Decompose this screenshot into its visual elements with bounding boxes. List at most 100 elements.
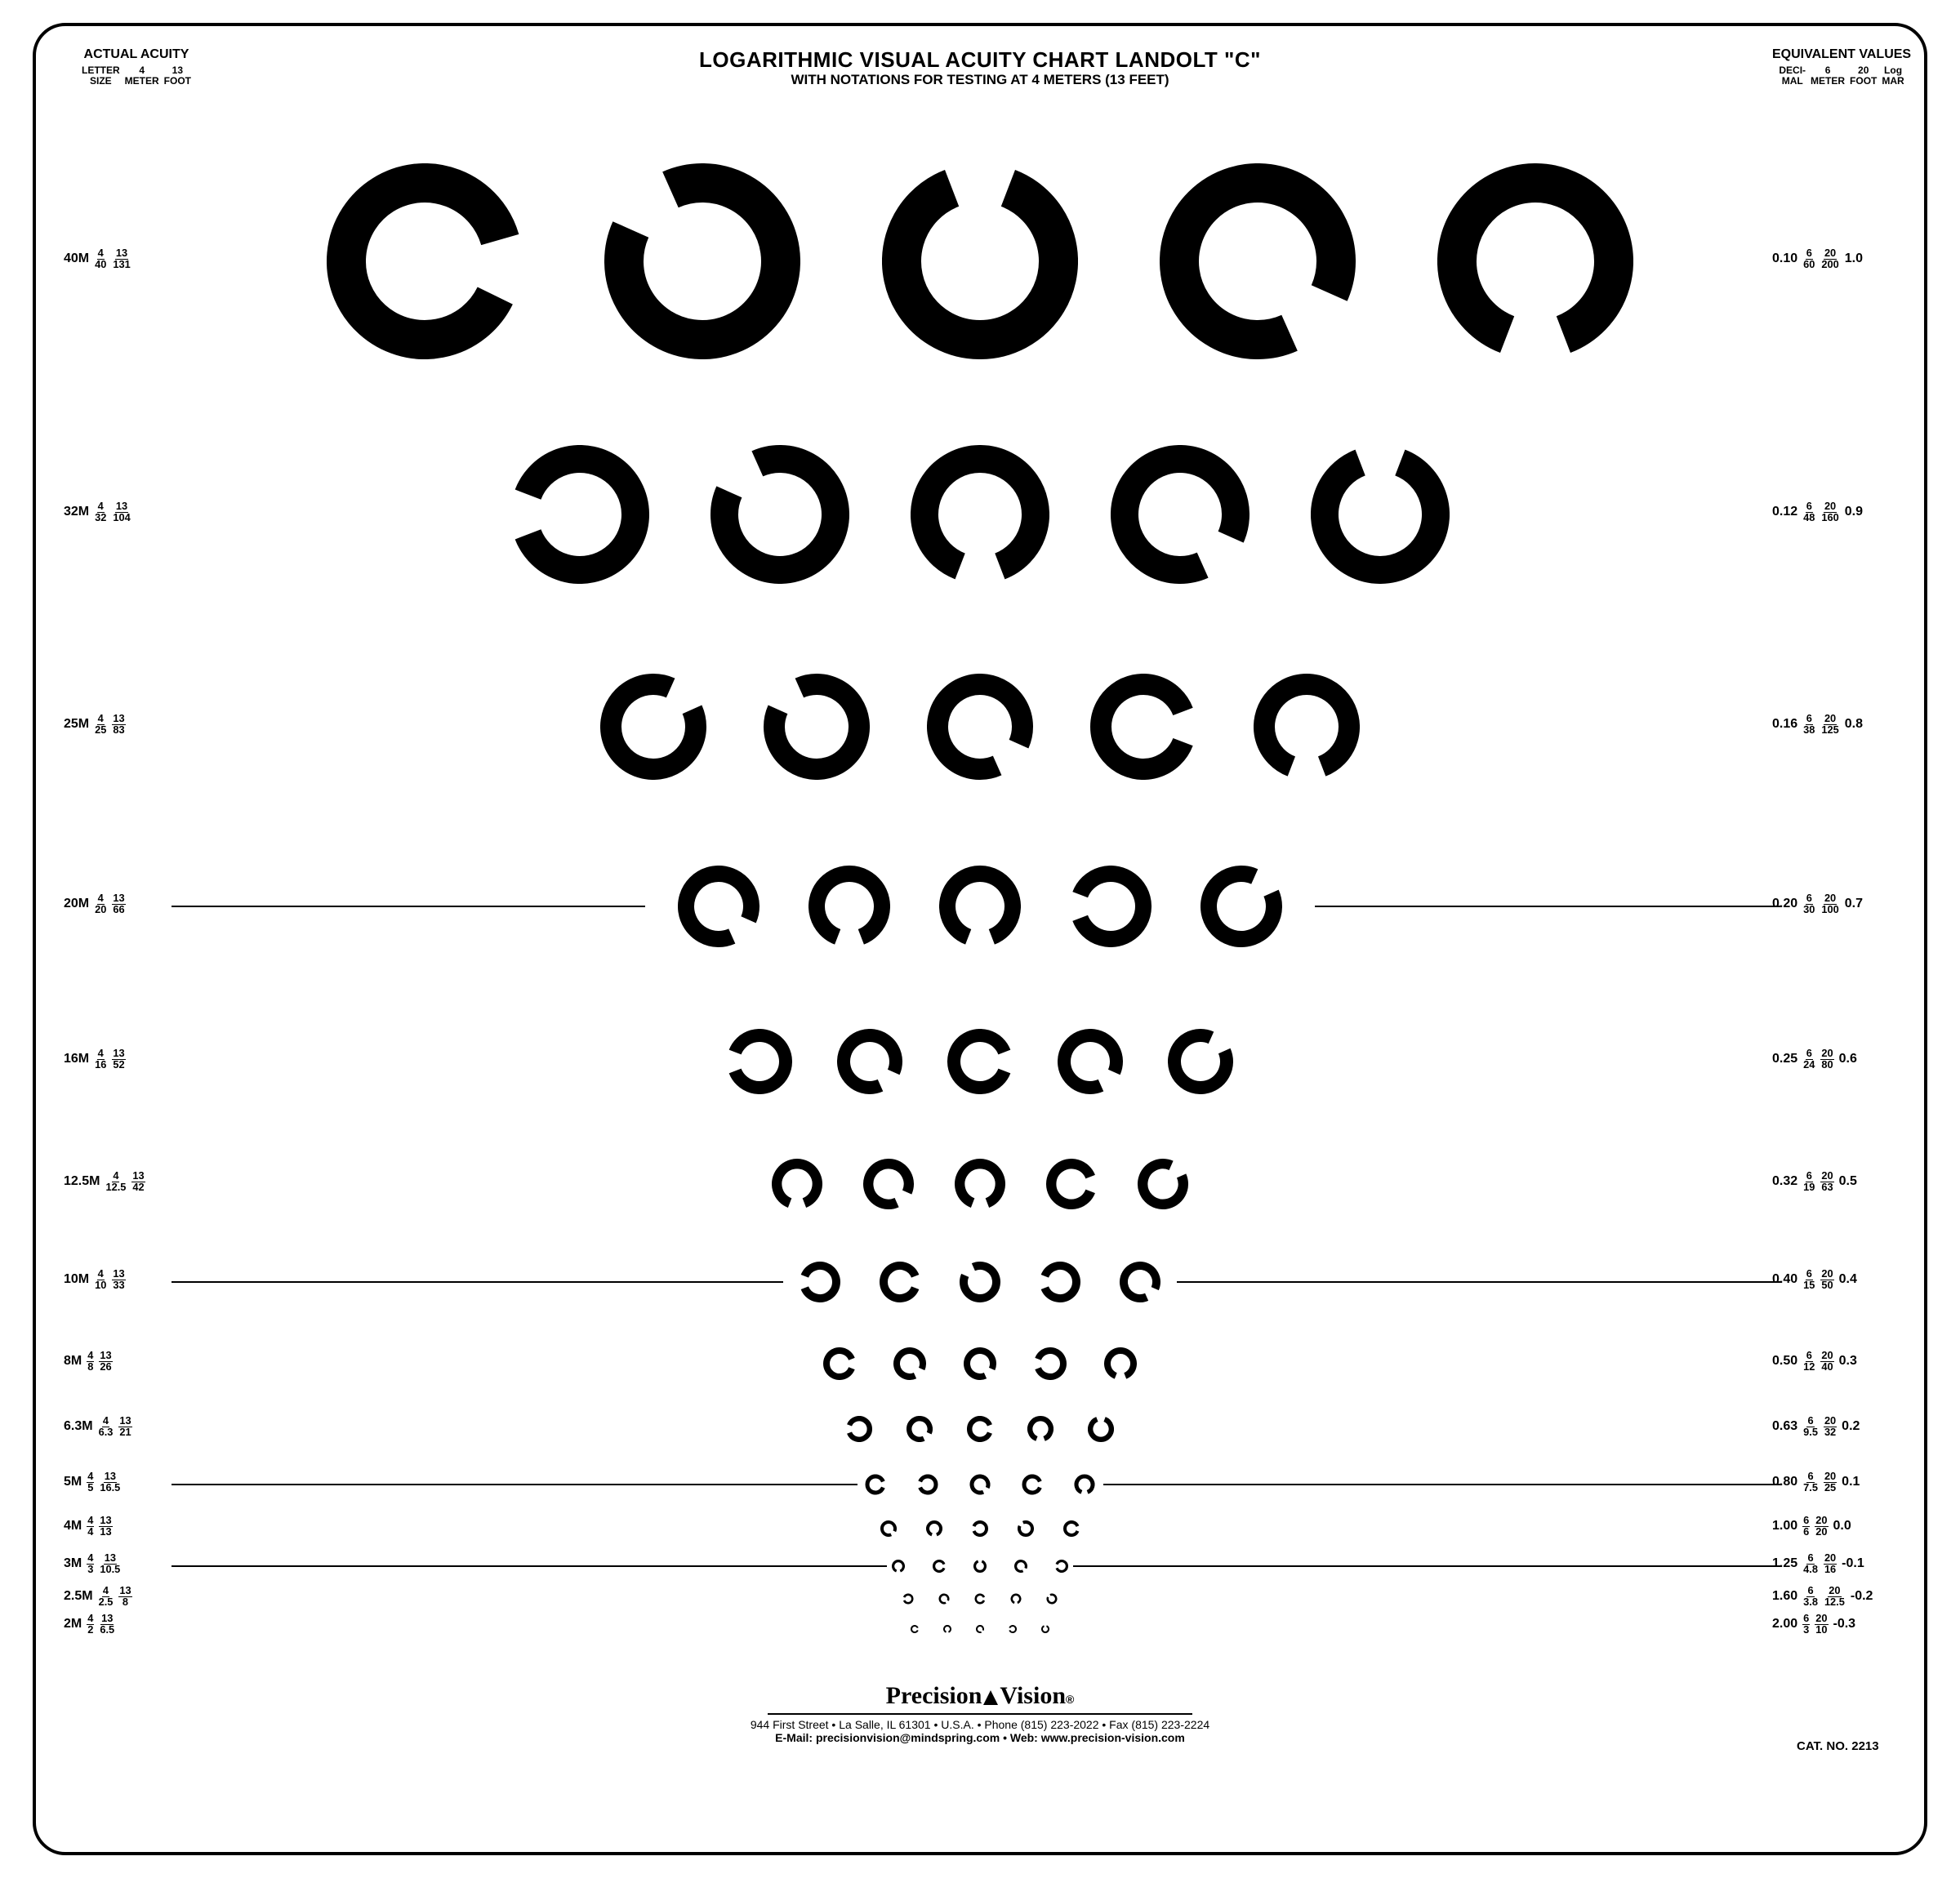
landolt-c — [1254, 674, 1360, 780]
landolt-c — [943, 1623, 951, 1631]
landolt-c — [973, 1560, 987, 1573]
row-right-annotation: 0.2562420800.6 — [1772, 1048, 1857, 1071]
landolt-c — [1120, 1262, 1160, 1302]
landolt-c — [1009, 1623, 1017, 1631]
landolt-c — [967, 1416, 993, 1442]
landolt-c — [1070, 866, 1152, 947]
row-left-annotation: 8M481326 — [64, 1351, 113, 1373]
landolt-c — [1311, 445, 1450, 584]
landolt-c — [1437, 163, 1633, 359]
landolt-c — [880, 1520, 897, 1537]
row-left-annotation: 25M4251383 — [64, 714, 126, 736]
row-left-annotation: 10M4101333 — [64, 1269, 126, 1291]
header-equivalent-values: EQUIVALENT VALUESDECI-MAL6METER20FOOTLog… — [1772, 47, 1911, 87]
row-left-annotation: 5M451316.5 — [64, 1471, 121, 1493]
landolt-c — [1058, 1029, 1123, 1094]
landolt-c — [327, 163, 523, 359]
landolt-c — [939, 866, 1021, 947]
catalog-number: CAT. NO. 2213 — [1797, 1739, 1879, 1753]
row-left-annotation: 2.5M42.5138 — [64, 1586, 132, 1608]
landolt-c — [1018, 1520, 1034, 1537]
row-right-annotation: 1.2564.82016-0.1 — [1772, 1553, 1864, 1575]
landolt-c — [972, 1520, 988, 1537]
landolt-c — [911, 1623, 919, 1631]
landolt-c — [846, 1416, 872, 1442]
landolt-c — [906, 1416, 933, 1442]
landolt-c — [893, 1347, 926, 1380]
landolt-c — [926, 1520, 942, 1537]
landolt-c — [903, 1594, 914, 1605]
landolt-c — [710, 445, 849, 584]
header-actual-acuity: ACTUAL ACUITYLETTERSIZE4METER13FOOT — [82, 47, 191, 87]
row-right-annotation: 0.5061220400.3 — [1772, 1351, 1857, 1373]
landolt-c — [1160, 163, 1356, 359]
landolt-c — [604, 163, 800, 359]
row-left-annotation: 2M42136.5 — [64, 1614, 115, 1636]
row-right-annotation: 0.8067.520250.1 — [1772, 1471, 1860, 1493]
row-left-annotation: 20M4201366 — [64, 893, 126, 915]
brand-footer: PrecisionVision®944 First Street • La Sa… — [0, 1682, 1960, 1744]
landolt-c — [882, 163, 1078, 359]
landolt-c — [975, 1594, 986, 1605]
row-right-annotation: 0.6369.520320.2 — [1772, 1416, 1860, 1438]
landolt-c — [1075, 1475, 1095, 1495]
landolt-c — [808, 866, 890, 947]
row-right-annotation: 0.20630201000.7 — [1772, 893, 1863, 915]
landolt-c — [947, 1029, 1013, 1094]
landolt-c — [863, 1159, 914, 1209]
row-right-annotation: 0.4061520500.4 — [1772, 1269, 1857, 1291]
landolt-c — [800, 1262, 840, 1302]
landolt-c — [823, 1347, 856, 1380]
landolt-c — [892, 1560, 905, 1573]
row-right-annotation: 2.00632010-0.3 — [1772, 1614, 1855, 1636]
landolt-c — [1011, 1594, 1022, 1605]
row-left-annotation: 4M441313 — [64, 1516, 113, 1538]
landolt-c — [1055, 1560, 1068, 1573]
landolt-c — [764, 674, 870, 780]
landolt-c — [955, 1159, 1005, 1209]
landolt-c — [1168, 1029, 1233, 1094]
landolt-c — [939, 1594, 950, 1605]
landolt-c — [510, 445, 649, 584]
landolt-c — [1088, 1416, 1114, 1442]
landolt-c — [1041, 1623, 1049, 1631]
landolt-c — [866, 1475, 886, 1495]
landolt-c — [927, 674, 1033, 780]
landolt-c — [1111, 445, 1250, 584]
landolt-c — [772, 1159, 822, 1209]
landolt-c — [1034, 1347, 1067, 1380]
row-right-annotation: 0.16638201250.8 — [1772, 714, 1863, 736]
landolt-c — [1104, 1347, 1137, 1380]
row-left-annotation: 16M4161352 — [64, 1048, 126, 1071]
landolt-c — [1040, 1262, 1080, 1302]
landolt-c — [880, 1262, 920, 1302]
landolt-c — [960, 1262, 1000, 1302]
landolt-c — [1063, 1520, 1080, 1537]
landolt-c — [1046, 1159, 1097, 1209]
landolt-c — [976, 1623, 984, 1631]
row-left-annotation: 12.5M412.51342 — [64, 1171, 145, 1193]
landolt-c — [678, 866, 760, 947]
landolt-c — [1027, 1416, 1054, 1442]
landolt-c — [964, 1347, 996, 1380]
row-left-annotation: 32M43213104 — [64, 501, 131, 523]
landolt-c — [911, 445, 1049, 584]
landolt-c — [1014, 1560, 1027, 1573]
row-right-annotation: 0.10660202001.0 — [1772, 248, 1863, 270]
row-right-annotation: 0.12648201600.9 — [1772, 501, 1863, 523]
landolt-c — [1047, 1594, 1058, 1605]
landolt-c — [1138, 1159, 1188, 1209]
landolt-c — [837, 1029, 902, 1094]
landolt-c — [1090, 674, 1196, 780]
landolt-c — [970, 1475, 991, 1495]
landolt-c — [600, 674, 706, 780]
row-right-annotation: 0.3261920630.5 — [1772, 1171, 1857, 1193]
row-left-annotation: 40M44013131 — [64, 248, 131, 270]
landolt-c — [918, 1475, 938, 1495]
landolt-c — [1200, 866, 1282, 947]
landolt-c — [727, 1029, 792, 1094]
brand-triangle-icon — [983, 1690, 998, 1705]
row-left-annotation: 6.3M46.31321 — [64, 1416, 132, 1438]
landolt-c — [933, 1560, 946, 1573]
row-left-annotation: 3M431310.5 — [64, 1553, 121, 1575]
